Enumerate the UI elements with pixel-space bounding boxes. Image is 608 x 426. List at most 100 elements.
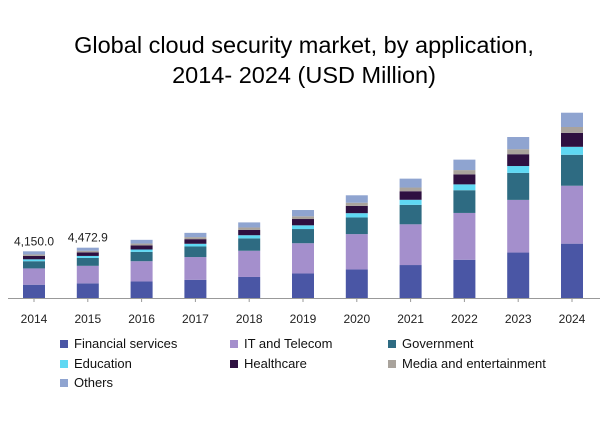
x-tick-label-2022: 2022 (451, 312, 478, 326)
bar-segment-it-and-telecom-2017 (184, 257, 207, 280)
bar-segment-financial-services-2024 (561, 243, 583, 298)
bar-segment-others-2020 (345, 195, 368, 203)
bar-segment-financial-services-2014 (23, 284, 45, 299)
legend-label: IT and Telecom (244, 336, 333, 351)
bar-segment-government-2020 (345, 217, 368, 235)
legend-label: Media and entertainment (402, 355, 546, 371)
bar-segment-it-and-telecom-2015 (76, 265, 99, 284)
bar-segment-it-and-telecom-2021 (399, 224, 422, 266)
bar-segment-healthcare-2014 (23, 255, 45, 260)
bar-segment-media-and-entertainment-2022 (453, 170, 476, 175)
bar-segment-media-and-entertainment-2023 (507, 149, 530, 155)
x-tick-label-2024: 2024 (559, 312, 586, 326)
legend-label: Government (402, 336, 474, 351)
bar-segment-it-and-telecom-2014 (23, 268, 45, 285)
legend-swatch (230, 340, 238, 348)
bar-segment-education-2023 (507, 166, 530, 173)
bar-segment-it-and-telecom-2019 (292, 243, 314, 274)
bar-segment-media-and-entertainment-2016 (130, 243, 153, 246)
x-tick-label-2015: 2015 (74, 312, 101, 326)
bar-segment-others-2022 (453, 159, 476, 171)
bar-segment-healthcare-2021 (399, 191, 422, 200)
data-label-2014: 4,150.0 (14, 234, 54, 248)
bar-segment-education-2015 (76, 255, 99, 258)
bar-segment-financial-services-2020 (345, 269, 368, 298)
legend-label: Others (74, 375, 114, 390)
legend-item-media-and-entertainment: Media and entertainment (388, 356, 546, 372)
bar-segment-education-2016 (130, 249, 153, 252)
legend-swatch (388, 340, 396, 348)
x-tick-label-2017: 2017 (182, 312, 209, 326)
bar-segment-others-2014 (23, 251, 45, 255)
bar-segment-it-and-telecom-2018 (238, 250, 261, 277)
bar-segment-healthcare-2019 (292, 219, 314, 226)
x-tick-label-2014: 2014 (21, 312, 48, 326)
bar-segment-healthcare-2018 (238, 229, 261, 236)
bar-segment-others-2015 (76, 247, 99, 251)
bar-segment-financial-services-2019 (292, 273, 314, 298)
bar-segment-education-2018 (238, 235, 261, 239)
bar-segment-it-and-telecom-2022 (453, 212, 476, 260)
bar-segment-media-and-entertainment-2020 (345, 202, 368, 206)
bar-segment-it-and-telecom-2023 (507, 199, 530, 253)
legend-label: Healthcare (244, 355, 307, 371)
bar-segment-government-2022 (453, 190, 476, 213)
bar-segment-government-2021 (399, 204, 422, 225)
bar-segment-others-2021 (399, 178, 422, 188)
bar-segment-others-2016 (130, 239, 153, 244)
legend-swatch (60, 379, 68, 387)
bar-segment-education-2020 (345, 213, 368, 218)
bar-segment-media-and-entertainment-2015 (76, 250, 99, 253)
bar-segment-healthcare-2020 (345, 205, 368, 214)
legend-item-healthcare: Healthcare (230, 356, 307, 372)
bar-segment-government-2015 (76, 257, 99, 266)
legend-swatch (60, 340, 68, 348)
legend-item-education: Education (60, 356, 132, 372)
bar-segment-healthcare-2024 (561, 132, 583, 147)
chart-title-line-1: Global cloud security market, by applica… (74, 32, 534, 58)
bar-segment-others-2017 (184, 232, 207, 238)
bar-segment-financial-services-2018 (238, 276, 261, 298)
bar-segment-government-2014 (23, 261, 45, 269)
legend-item-financial-services: Financial services (60, 336, 177, 352)
bar-segment-healthcare-2016 (130, 245, 153, 250)
bar-segment-education-2017 (184, 243, 207, 247)
bar-segment-media-and-entertainment-2014 (23, 254, 45, 256)
bar-segment-education-2024 (561, 146, 583, 155)
x-tick-label-2019: 2019 (290, 312, 317, 326)
bar-segment-government-2023 (507, 172, 530, 200)
bar-segment-healthcare-2023 (507, 154, 530, 167)
bar-segment-financial-services-2022 (453, 259, 476, 298)
legend-item-others: Others (60, 375, 113, 391)
bar-segment-financial-services-2021 (399, 265, 422, 298)
bar-segment-it-and-telecom-2020 (345, 234, 368, 270)
data-label-2015: 4,472.9 (68, 231, 108, 245)
bar-segment-it-and-telecom-2024 (561, 185, 583, 244)
x-tick-label-2020: 2020 (343, 312, 370, 326)
x-tick-label-2016: 2016 (128, 312, 155, 326)
x-tick-label-2018: 2018 (236, 312, 263, 326)
bar-segment-education-2021 (399, 199, 422, 205)
legend-swatch (60, 359, 68, 368)
bar-segment-government-2017 (184, 246, 207, 258)
x-tick-label-2023: 2023 (505, 312, 532, 326)
legend-swatch (230, 359, 238, 368)
legend-label: Financial services (74, 336, 178, 351)
bar-segment-others-2023 (507, 137, 530, 150)
bar-segment-financial-services-2016 (130, 281, 153, 298)
bar-segment-others-2024 (561, 112, 583, 127)
bar-segment-others-2018 (238, 222, 261, 228)
chart-title-line-2: 2014- 2024 (USD Million) (172, 62, 436, 88)
bar-segment-media-and-entertainment-2024 (561, 127, 583, 133)
bar-segment-financial-services-2015 (76, 283, 99, 299)
legend-label: Education (74, 355, 132, 371)
bar-segment-media-and-entertainment-2019 (292, 216, 314, 220)
bar-segment-financial-services-2023 (507, 252, 530, 298)
bar-segment-government-2018 (238, 238, 261, 251)
bar-segment-others-2019 (292, 210, 314, 217)
chart-title: Global cloud security market, by applica… (0, 30, 608, 90)
bar-segment-it-and-telecom-2016 (130, 261, 153, 282)
bar-segment-government-2024 (561, 154, 583, 186)
legend-swatch (388, 359, 396, 368)
